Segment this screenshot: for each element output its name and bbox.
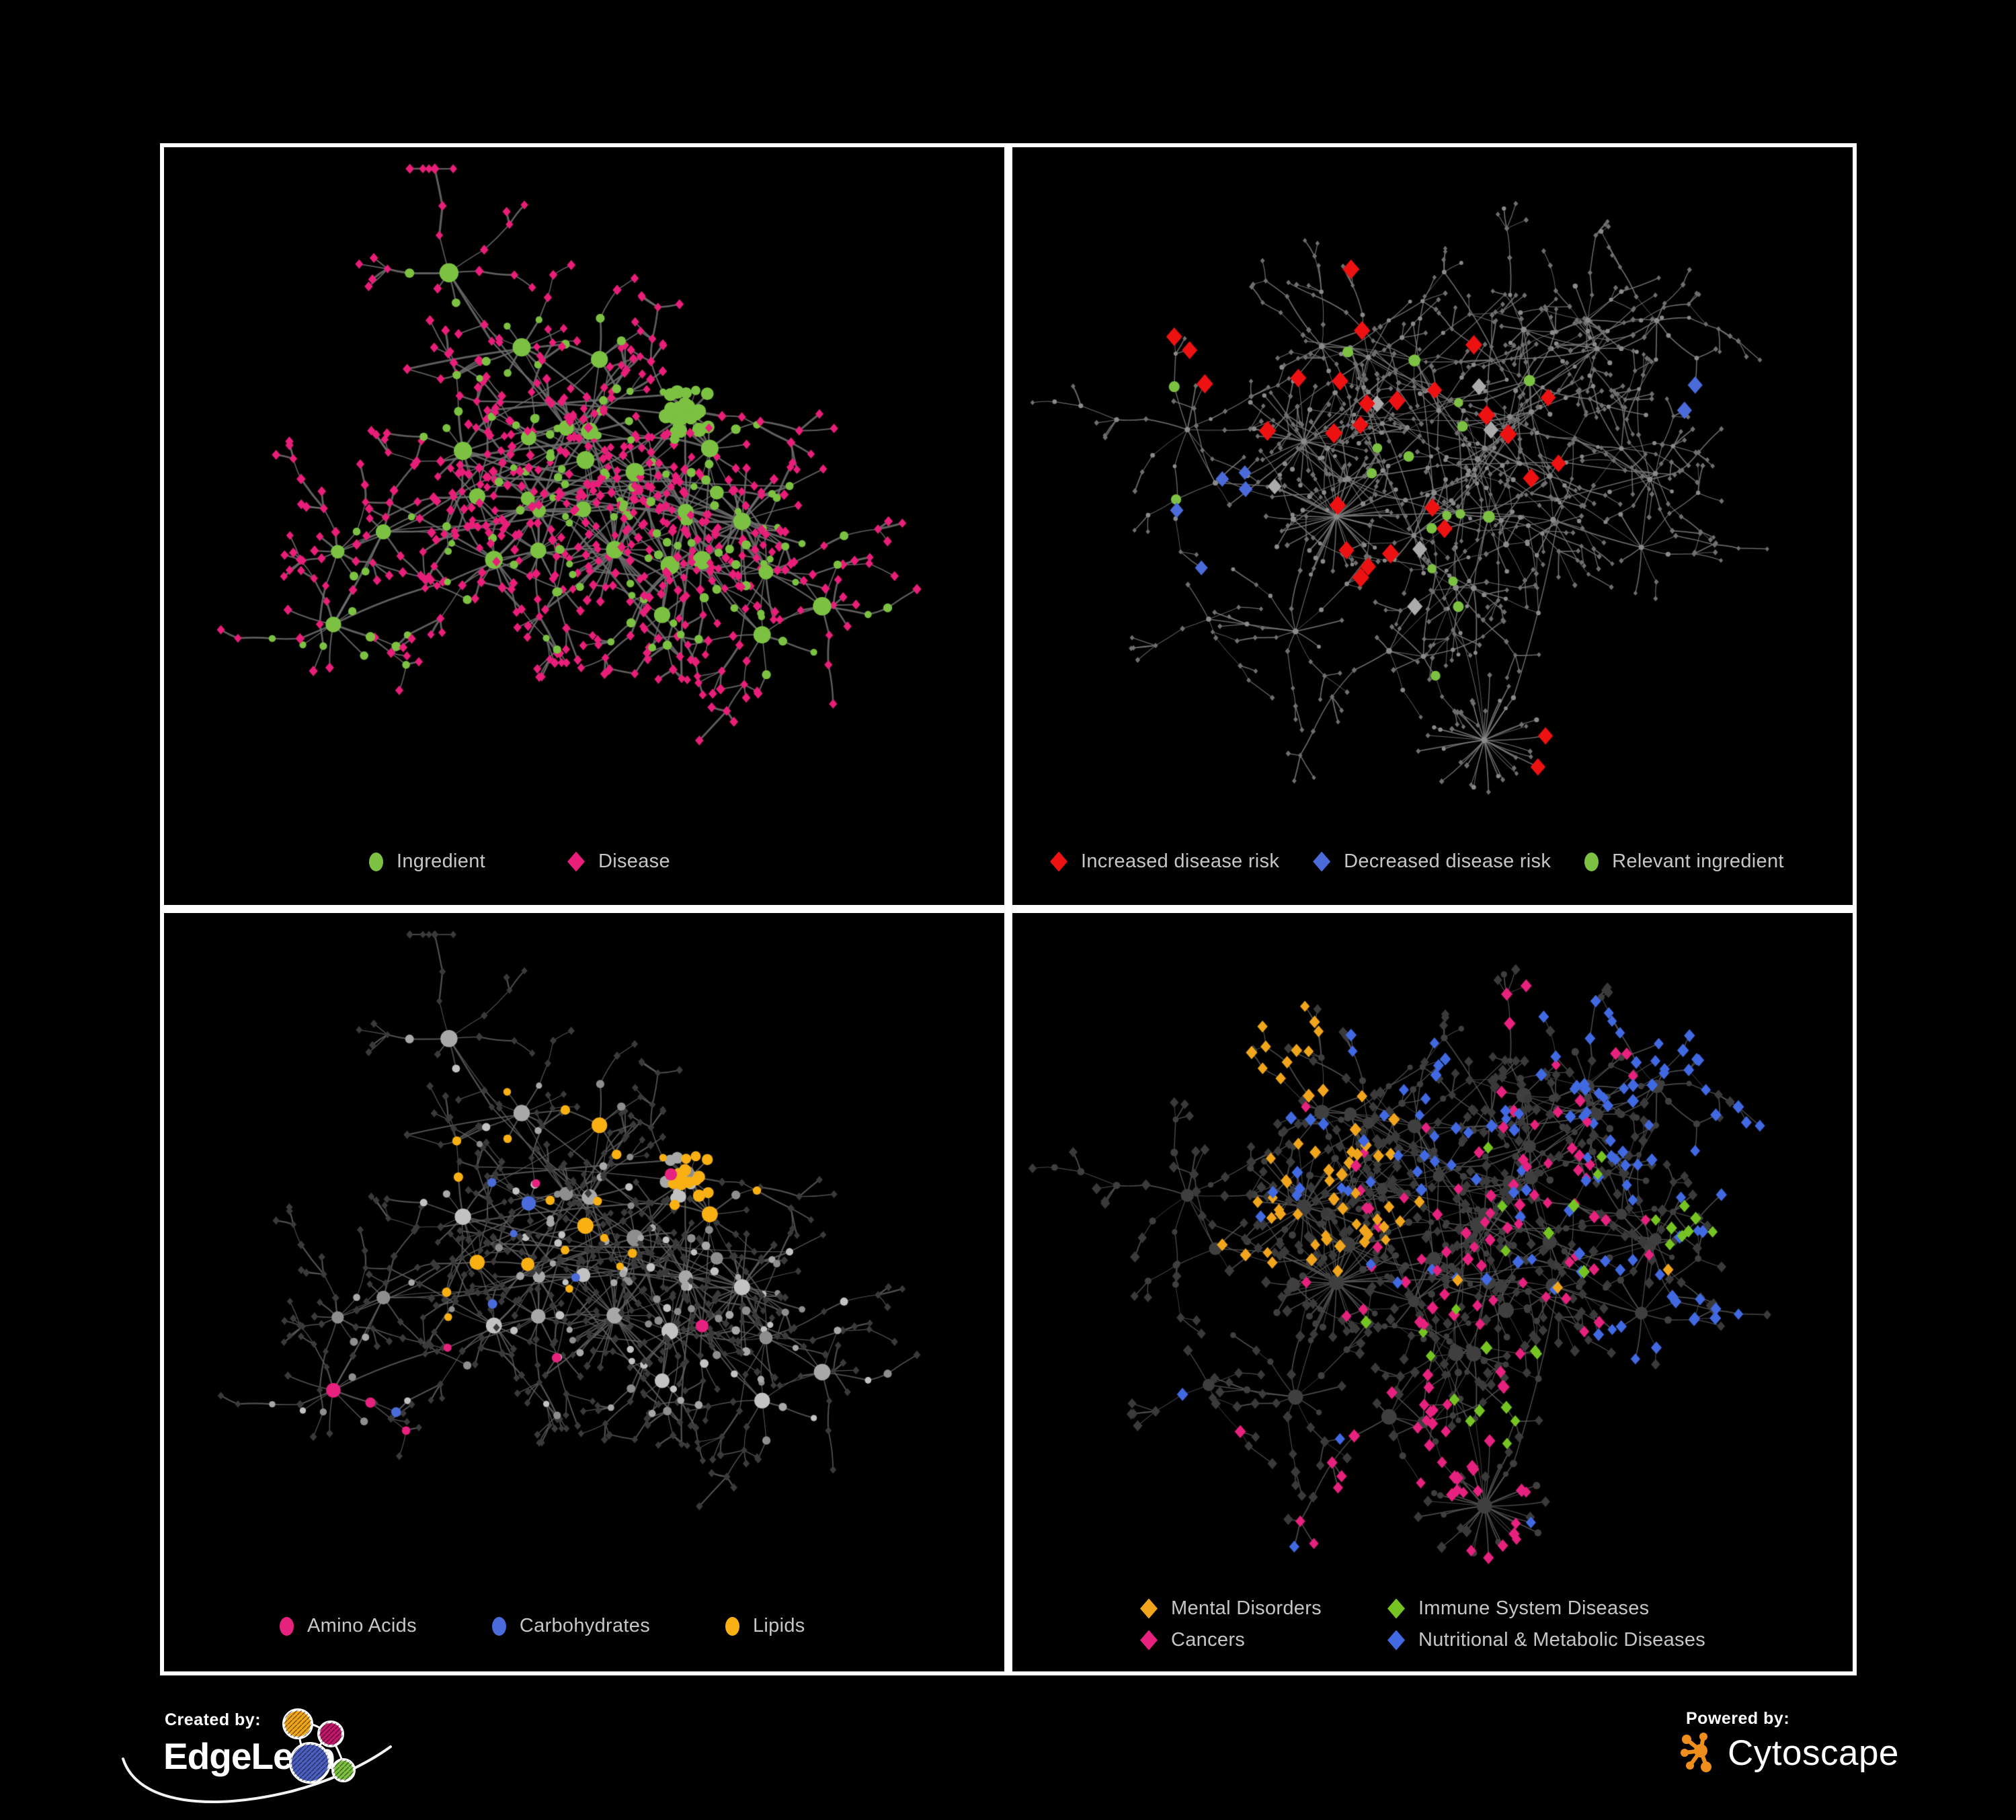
legend-label: Mental Disorders bbox=[1171, 1597, 1322, 1619]
mental-disorders-diamond-icon bbox=[1140, 1598, 1158, 1619]
panel-disease-risk: Increased disease risk Decreased disease… bbox=[1008, 143, 1857, 909]
legend-label: Decreased disease risk bbox=[1344, 850, 1551, 872]
ingredient-circle-icon bbox=[369, 852, 383, 871]
network-graph-nutrient-classes bbox=[164, 913, 1004, 1671]
legend-item-amino-acids: Amino Acids bbox=[280, 1615, 417, 1637]
legend-item-relevant-ingredient: Relevant ingredient bbox=[1584, 850, 1784, 873]
decreased-risk-diamond-icon bbox=[1313, 851, 1331, 872]
legend-label: Immune System Diseases bbox=[1418, 1597, 1650, 1619]
legend-item-ingredient: Ingredient bbox=[369, 850, 485, 873]
powered-by-label: Powered by: bbox=[1686, 1709, 1790, 1728]
legend-label: Relevant ingredient bbox=[1612, 850, 1784, 872]
cytoscape-logo-row: Cytoscape bbox=[1679, 1731, 1899, 1775]
lipids-circle-icon bbox=[725, 1616, 739, 1636]
legend-item-decreased-risk: Decreased disease risk bbox=[1313, 850, 1551, 873]
legend-disease-categories: Mental Disorders Immune System Diseases … bbox=[1140, 1597, 1705, 1651]
legend-item-cancers: Cancers bbox=[1140, 1629, 1387, 1651]
legend-item-mental-disorders: Mental Disorders bbox=[1140, 1597, 1387, 1620]
legend-label: Disease bbox=[598, 850, 670, 872]
disease-diamond-icon bbox=[567, 851, 585, 872]
legend-label: Cancers bbox=[1171, 1629, 1246, 1651]
legend-label: Carbohydrates bbox=[519, 1615, 650, 1636]
increased-risk-diamond-icon bbox=[1050, 851, 1067, 872]
created-by-label: Created by: bbox=[165, 1710, 261, 1729]
legend-item-disease: Disease bbox=[567, 850, 670, 873]
legend-item-metabolic-diseases: Nutritional & Metabolic Diseases bbox=[1387, 1629, 1705, 1651]
network-graph-ingredient-disease bbox=[164, 147, 1004, 905]
legend-ingredient-disease: Ingredient Disease bbox=[369, 850, 670, 873]
legend-label: Nutritional & Metabolic Diseases bbox=[1418, 1629, 1706, 1651]
cytoscape-branding: Powered by: Cytoscape bbox=[1679, 1706, 1898, 1794]
legend-label: Increased disease risk bbox=[1081, 850, 1280, 872]
metabolic-diseases-diamond-icon bbox=[1387, 1630, 1405, 1651]
network-graph-disease-risk bbox=[1012, 147, 1853, 905]
network-graph-disease-categories bbox=[1012, 913, 1853, 1671]
edgeleap-network-logo-icon bbox=[282, 1708, 356, 1784]
legend-nutrient-classes: Amino Acids Carbohydrates Lipids bbox=[280, 1615, 805, 1637]
cancers-diamond-icon bbox=[1140, 1630, 1158, 1651]
panel-nutrient-classes: Amino Acids Carbohydrates Lipids bbox=[160, 909, 1008, 1675]
legend-item-increased-risk: Increased disease risk bbox=[1050, 850, 1279, 873]
panel-grid: Ingredient Disease Increased disease ris… bbox=[160, 143, 1857, 1675]
relevant-ingredient-circle-icon bbox=[1584, 852, 1599, 871]
carbohydrates-circle-icon bbox=[491, 1616, 506, 1636]
legend-label: Lipids bbox=[753, 1615, 805, 1636]
cytoscape-logo-icon bbox=[1681, 1733, 1711, 1772]
edgeleap-branding: Created by: EdgeLeap bbox=[122, 1705, 405, 1819]
legend-label: Ingredient bbox=[397, 850, 485, 872]
legend-item-immune-diseases: Immune System Diseases bbox=[1387, 1597, 1705, 1620]
legend-disease-risk: Increased disease risk Decreased disease… bbox=[1050, 850, 1784, 873]
amino-acids-circle-icon bbox=[280, 1616, 294, 1636]
legend-label: Amino Acids bbox=[307, 1615, 417, 1636]
immune-diseases-diamond-icon bbox=[1387, 1598, 1405, 1619]
panel-disease-categories: Mental Disorders Immune System Diseases … bbox=[1008, 909, 1857, 1675]
legend-item-lipids: Lipids bbox=[725, 1615, 805, 1637]
cytoscape-wordmark: Cytoscape bbox=[1728, 1733, 1899, 1773]
legend-item-carbohydrates: Carbohydrates bbox=[491, 1615, 650, 1637]
panel-ingredient-disease: Ingredient Disease bbox=[160, 143, 1008, 909]
